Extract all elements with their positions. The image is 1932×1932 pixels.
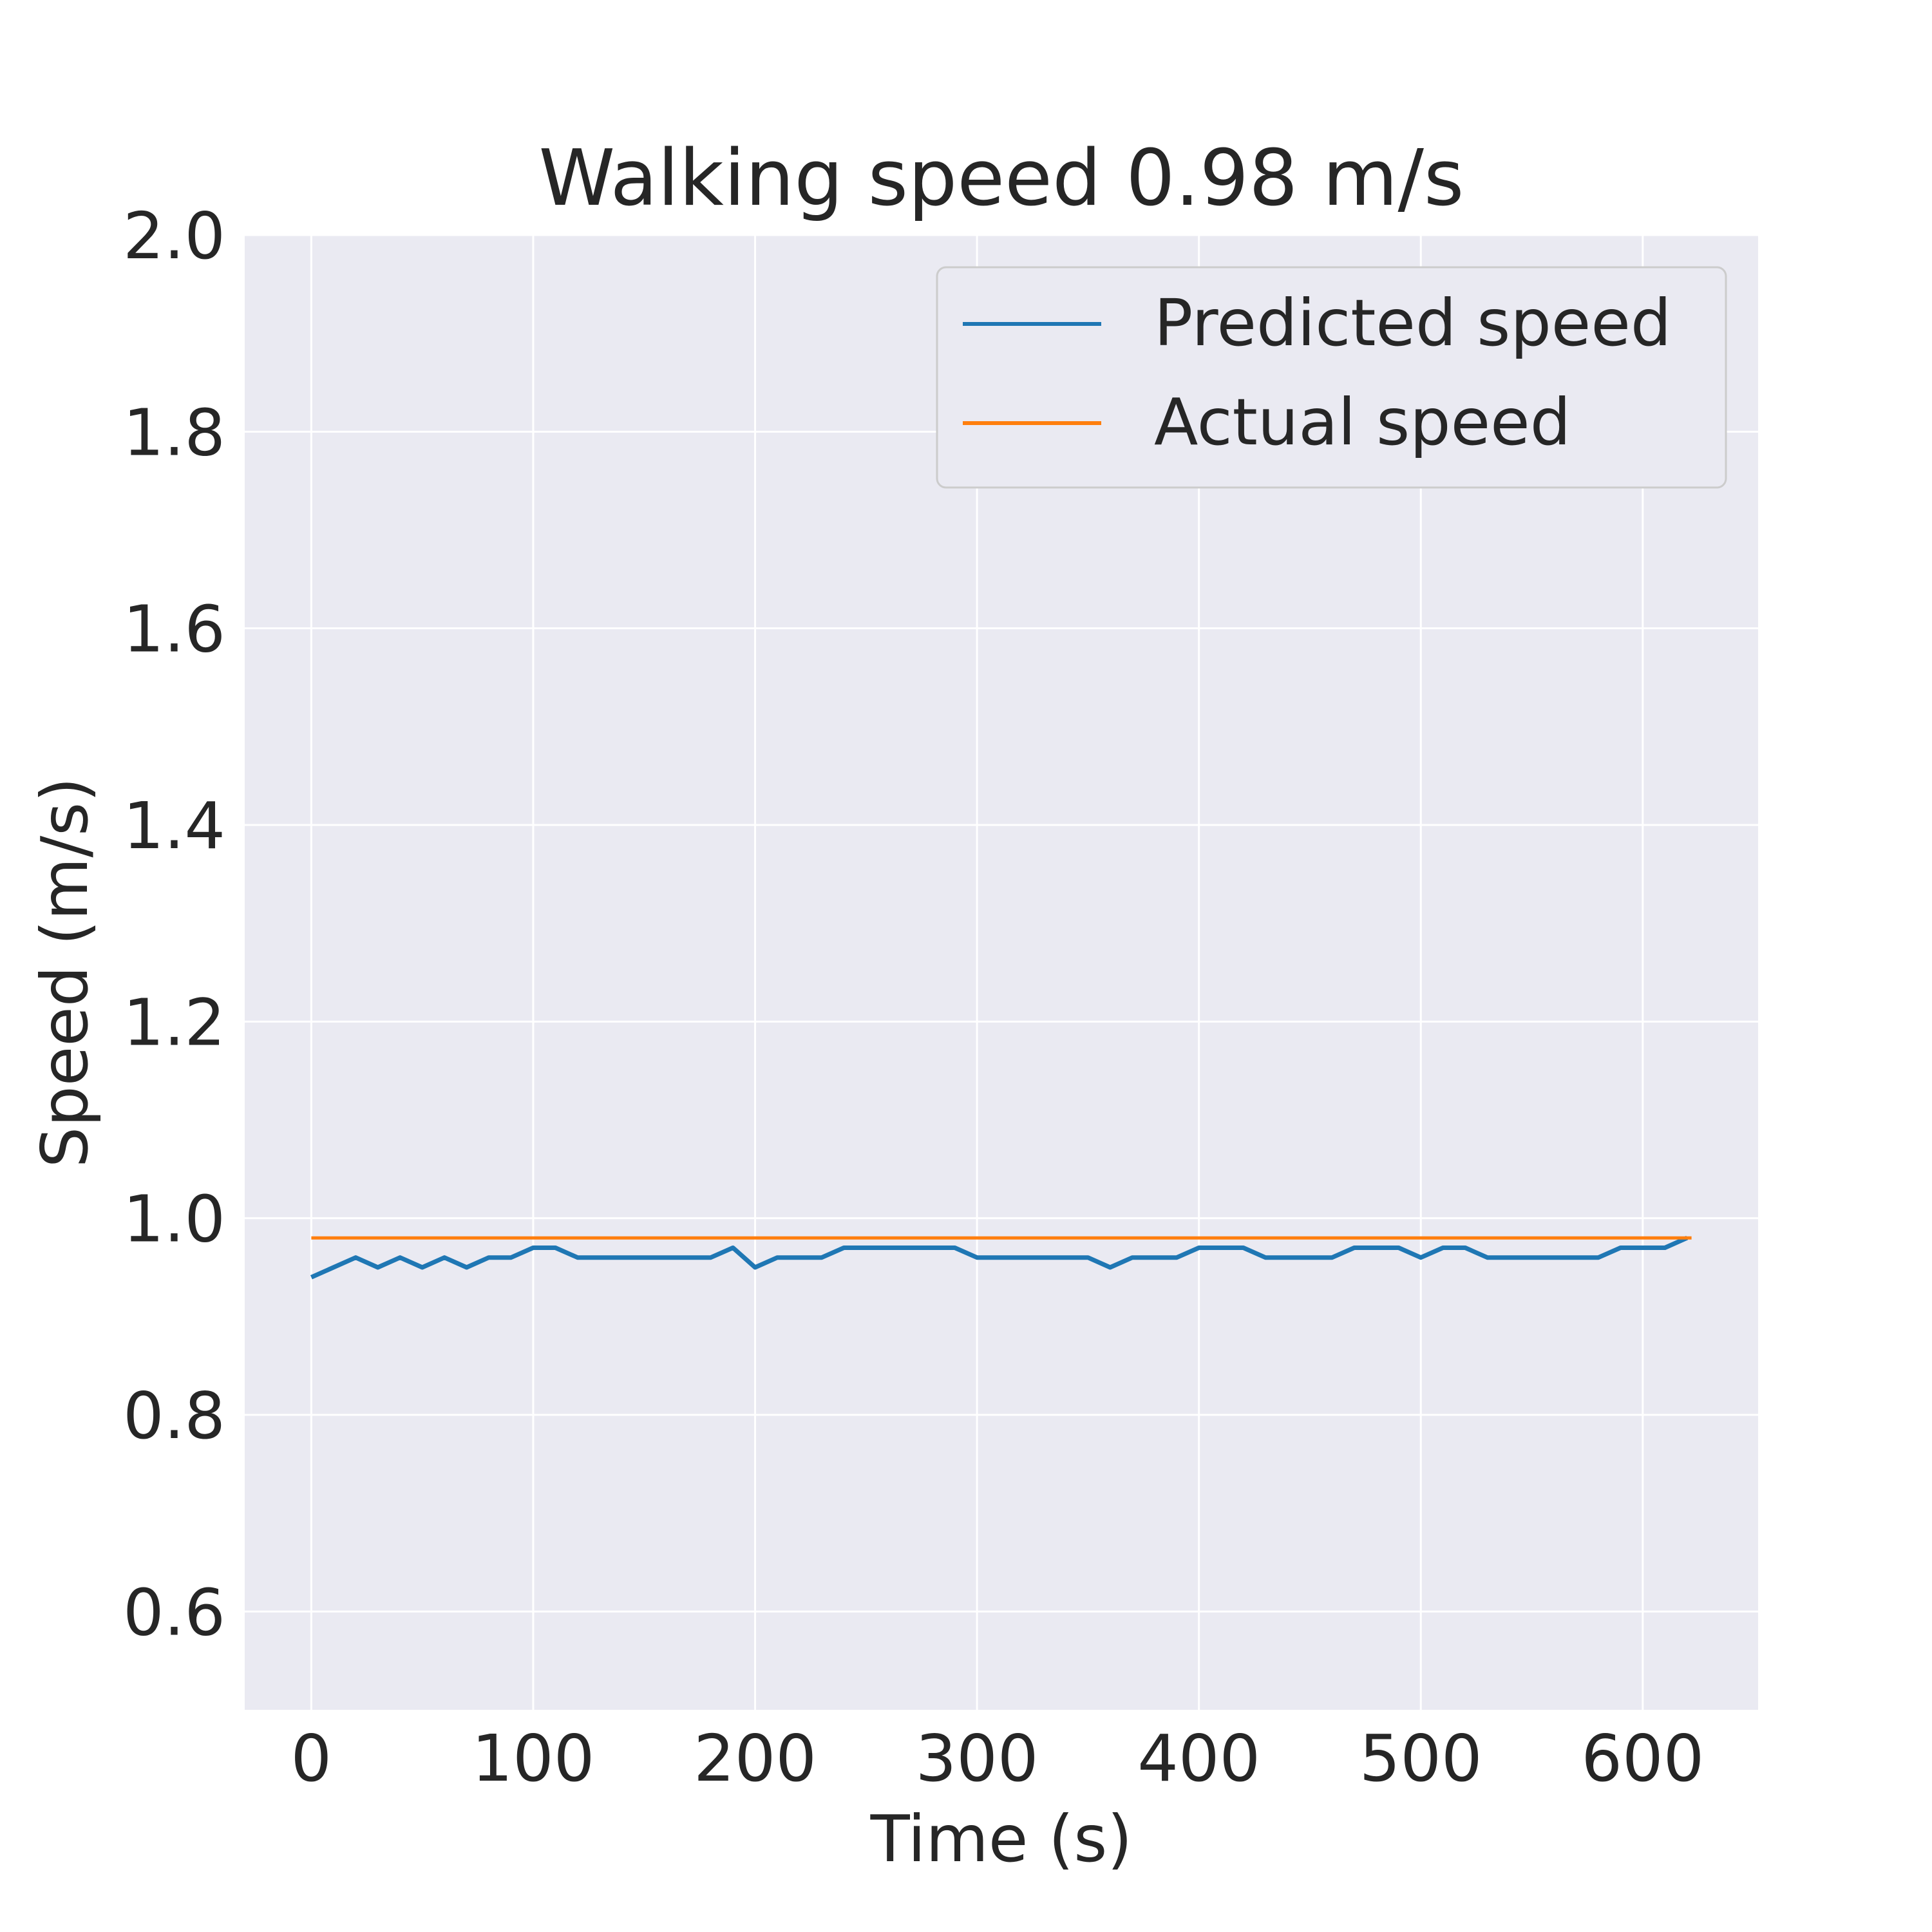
legend-label-predicted: Predicted speed: [1154, 285, 1671, 361]
y-axis-label: Speed (m/s): [27, 777, 102, 1168]
ticks: 0 100 200 300 400 500 600 0.6 0.8 1.0 1.2 1.4 1.6 1.8…: [123, 198, 1704, 1796]
x-tick-label: 100: [472, 1721, 595, 1796]
legend-box: [936, 266, 1727, 489]
y-tick-label: 1.0: [123, 1182, 225, 1257]
x-tick-label: 300: [916, 1721, 1039, 1796]
y-tick-label: 1.8: [123, 395, 225, 470]
x-tick-label: 400: [1137, 1721, 1260, 1796]
x-tick-label: 0: [291, 1721, 332, 1796]
x-tick-label: 500: [1359, 1721, 1482, 1796]
chart-title: Walking speed 0.98 m/s: [539, 134, 1464, 223]
y-tick-label: 1.4: [123, 788, 225, 864]
x-axis-label: Time (s): [870, 1801, 1133, 1877]
series-layer: [310, 1236, 1692, 1280]
legend-label-actual: Actual speed: [1154, 384, 1571, 460]
y-tick-label: 1.2: [123, 985, 225, 1060]
x-tick-label: 200: [694, 1721, 817, 1796]
legend: Predicted speed Actual speed: [936, 266, 1727, 489]
y-tick-label: 2.0: [123, 198, 225, 274]
y-tick-label: 0.8: [123, 1378, 225, 1454]
y-tick-label: 0.6: [123, 1575, 225, 1650]
x-tick-label: 600: [1581, 1721, 1704, 1796]
y-tick-label: 1.6: [123, 592, 225, 667]
predicted-speed-line: [310, 1236, 1689, 1280]
